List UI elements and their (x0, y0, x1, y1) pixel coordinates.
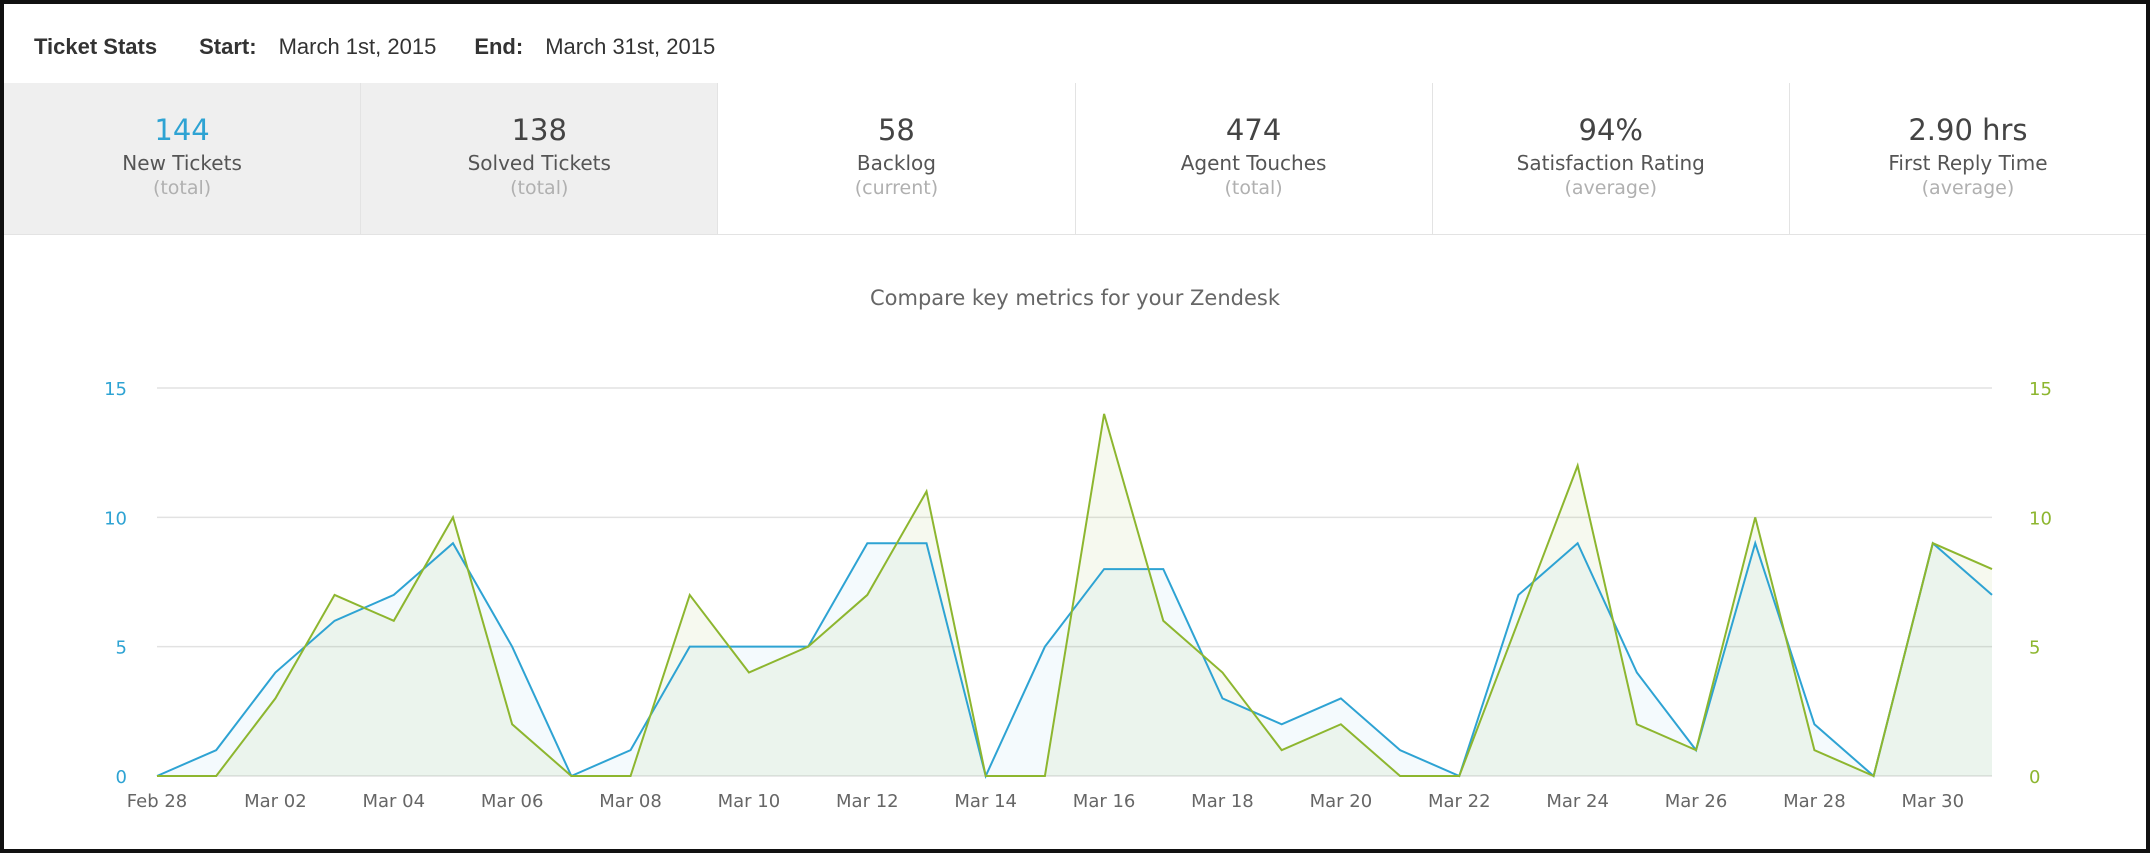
metric-first-reply-time[interactable]: 2.90 hrs First Reply Time (average) (1789, 83, 2147, 234)
x-tick-label: Mar 18 (1191, 791, 1254, 812)
metric-value: 2.90 hrs (1908, 113, 2028, 147)
report-title: Ticket Stats (34, 33, 158, 59)
chart-area: Compare key metrics for your Zendesk 0 0 5… (4, 235, 2146, 849)
x-tick-label: Mar 14 (954, 791, 1017, 812)
metric-value: 94% (1578, 113, 1643, 147)
metric-label: Satisfaction Rating (1516, 151, 1705, 175)
y-tick-label-right: 10 (2029, 508, 2052, 529)
y-tick-label-right: 5 (2029, 638, 2040, 659)
x-tick-label: Mar 20 (1310, 791, 1373, 812)
metric-satisfaction-rating[interactable]: 94% Satisfaction Rating (average) (1432, 83, 1790, 234)
y-tick-label-right: 0 (2029, 767, 2040, 788)
start-label: Start: (199, 33, 257, 59)
x-tick-label: Mar 26 (1665, 791, 1728, 812)
x-tick-label: Mar 12 (836, 791, 899, 812)
x-tick-label: Mar 08 (599, 791, 662, 812)
series-area (157, 543, 1992, 776)
metric-agent-touches[interactable]: 474 Agent Touches (total) (1075, 83, 1433, 234)
x-tick-label: Mar 02 (244, 791, 307, 812)
end-label: End: (474, 33, 524, 59)
metric-sublabel: (average) (1564, 177, 1658, 199)
line-chart: Compare key metrics for your Zendesk 0 0 5… (104, 286, 2052, 812)
series-line (157, 413, 1993, 778)
y-tick-label-left: 0 (116, 767, 127, 788)
metric-label: Backlog (856, 151, 936, 175)
metric-sublabel: (total) (152, 177, 212, 199)
x-tick-label: Mar 04 (362, 791, 425, 812)
metric-value: 58 (877, 113, 915, 147)
x-tick-label: Mar 28 (1783, 791, 1846, 812)
x-tick-label: Mar 06 (481, 791, 544, 812)
y-tick-label-left: 15 (104, 379, 127, 400)
metric-value: 474 (1225, 113, 1282, 147)
metric-value: 138 (511, 113, 567, 147)
chart-title: Compare key metrics for your Zendesk (870, 286, 1281, 310)
y-tick-label-right: 15 (2029, 379, 2052, 400)
series-line (156, 539, 1993, 779)
metric-sublabel: (total) (510, 177, 569, 199)
metric-value: 144 (154, 113, 210, 147)
metric-sublabel: (total) (1224, 177, 1283, 199)
x-tick-label: Feb 28 (127, 791, 188, 812)
metric-new-tickets[interactable]: 144 New Tickets (total) (4, 83, 362, 234)
end-date-value[interactable]: March 31st, 2015 (545, 33, 716, 59)
metric-sublabel: (current) (854, 177, 939, 199)
x-tick-label: Mar 30 (1902, 791, 1965, 812)
start-date-value[interactable]: March 1st, 2015 (278, 33, 437, 59)
y-tick-label-left: 10 (104, 508, 127, 529)
x-tick-label: Mar 24 (1546, 791, 1609, 812)
metric-solved-tickets[interactable]: 138 Solved Tickets (total) (361, 83, 719, 234)
metrics-row: 144 New Tickets (total) 138 Solved Ticke… (4, 83, 2147, 235)
metric-label: First Reply Time (1888, 151, 2048, 175)
metric-backlog[interactable]: 58 Backlog (current) (718, 83, 1076, 234)
metric-label: New Tickets (122, 151, 242, 175)
metric-label: Agent Touches (1180, 151, 1327, 175)
x-tick-label: Mar 10 (718, 791, 781, 812)
y-tick-label-left: 5 (116, 638, 127, 659)
report-header: Ticket Stats Start: March 1st, 2015 End:… (8, 8, 2142, 86)
x-tick-label: Mar 16 (1073, 791, 1136, 812)
metric-label: Solved Tickets (467, 151, 611, 175)
metric-sublabel: (average) (1921, 177, 2015, 199)
x-tick-label: Mar 22 (1428, 791, 1491, 812)
